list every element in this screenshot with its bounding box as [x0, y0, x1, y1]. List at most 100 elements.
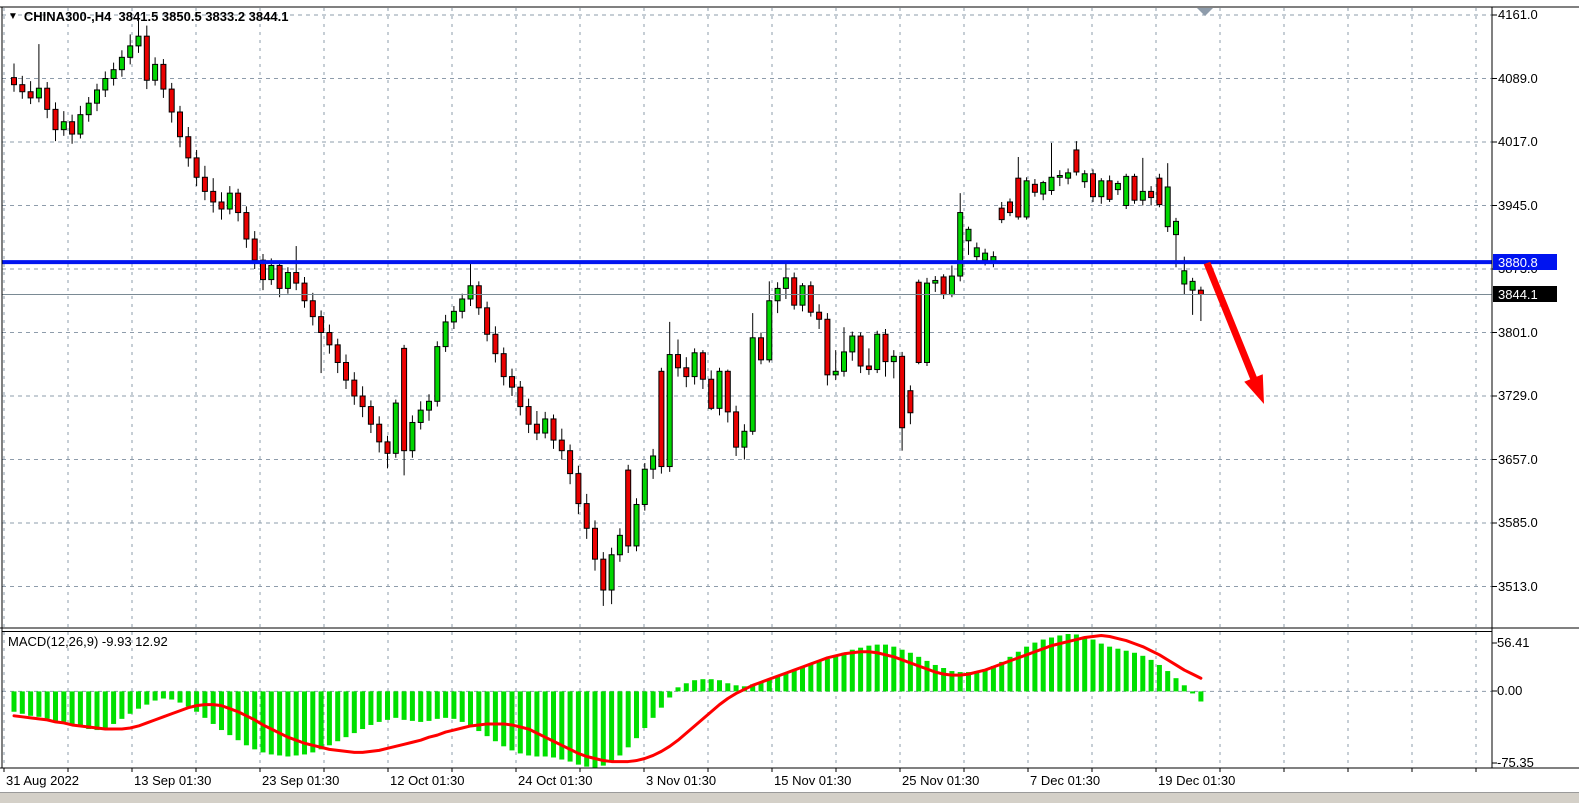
candle-bearish [401, 347, 408, 452]
macd-histogram-bar [816, 660, 822, 692]
candle-bearish [235, 192, 242, 214]
macd-histogram-bar [891, 646, 897, 692]
macd-histogram-bar [858, 647, 864, 692]
candle-bearish [1131, 175, 1138, 201]
macd-histogram-bar [1115, 648, 1121, 692]
candle-bearish [533, 423, 540, 434]
candle-bullish [1189, 280, 1196, 291]
macd-histogram-bar [982, 669, 988, 692]
chart-shift-marker-icon[interactable] [1197, 8, 1213, 16]
macd-histogram-bar [86, 691, 92, 730]
time-axis-label: 23 Sep 01:30 [262, 773, 340, 788]
candle-bullish [716, 370, 723, 409]
candle-bearish [658, 370, 665, 468]
candle-bullish [94, 89, 100, 104]
candle-bullish [135, 35, 142, 47]
macd-histogram-bar [243, 691, 249, 746]
macd-histogram-bar [924, 660, 930, 692]
candle-bullish [691, 352, 698, 378]
macd-histogram-bar [559, 691, 565, 760]
time-axis-label: 25 Nov 01:30 [902, 773, 980, 788]
candle-bullish [60, 121, 67, 131]
macd-histogram-bar [459, 691, 465, 722]
candle-bullish [77, 114, 84, 135]
candle-bearish [1197, 289, 1204, 295]
macd-histogram-bar [127, 691, 133, 714]
macd-histogram-bar [617, 691, 623, 756]
macd-histogram-bar [1190, 691, 1196, 694]
candle-bullish [841, 351, 847, 372]
candle-bullish [127, 45, 134, 58]
macd-histogram-bar [77, 691, 83, 726]
macd-axis-label: 0.00 [1497, 683, 1523, 698]
macd-histogram-bar [725, 683, 731, 692]
candle-bearish [1031, 183, 1038, 193]
macd-histogram-bar [160, 691, 166, 699]
macd-histogram-bar [575, 691, 581, 765]
price-axis-label: 3945.0 [1498, 197, 1538, 213]
macd-histogram-bar [44, 691, 50, 719]
candle-bearish [683, 367, 690, 378]
candle-bearish [733, 411, 740, 448]
candle-bearish [367, 406, 374, 425]
candle-bullish [459, 298, 466, 312]
candle-bullish [35, 87, 42, 99]
macd-histogram-bar [476, 691, 482, 732]
macd-histogram-bar [849, 649, 855, 692]
candle-bullish [1081, 173, 1088, 183]
macd-histogram-bar [1132, 652, 1137, 692]
chart-title-text: CHINA300-,H4 3841.5 3850.5 3833.2 3844.1 [23, 9, 289, 24]
macd-histogram-bar [1007, 656, 1013, 692]
candle-bearish [301, 282, 308, 302]
symbol-dropdown-icon[interactable]: ▼ [8, 10, 18, 22]
candle-bullish [633, 503, 640, 547]
macd-histogram-bar [700, 679, 706, 692]
candle-bullish [392, 402, 399, 454]
candle-bullish [741, 430, 748, 448]
candle-bullish [409, 421, 416, 452]
candle-bullish [965, 228, 972, 242]
macd-histogram-bar [335, 691, 341, 742]
candle-bullish [152, 63, 159, 81]
macd-histogram-bar [1024, 646, 1030, 692]
macd-histogram-bar [990, 665, 996, 692]
candle-bearish [525, 406, 532, 425]
price-axis-label: 3801.0 [1498, 324, 1538, 340]
candle-bearish [998, 207, 1005, 221]
macd-histogram-bar [434, 691, 440, 719]
candle-bullish [417, 409, 424, 423]
candle-bullish [1139, 190, 1146, 201]
macd-histogram-bar [758, 682, 764, 692]
candle-bullish [932, 279, 939, 284]
macd-histogram-bar [351, 691, 357, 734]
candle-bearish [27, 91, 34, 99]
macd-histogram-bar [625, 691, 631, 748]
time-axis-label: 15 Nov 01:30 [774, 773, 852, 788]
candle-bullish [666, 354, 673, 468]
macd-histogram-bar [783, 673, 789, 692]
macd-histogram-bar [584, 691, 590, 767]
macd-histogram-bar [824, 658, 830, 692]
macd-histogram-bar [808, 663, 814, 692]
macd-histogram-bar [177, 691, 183, 703]
macd-histogram-bar [509, 691, 515, 751]
macd-histogram-bar [634, 691, 639, 739]
time-axis-label: 24 Oct 01:30 [518, 773, 593, 788]
macd-histogram-bar [136, 691, 141, 709]
candle-bullish [782, 277, 789, 289]
macd-histogram-bar [534, 691, 540, 757]
resistance-hline[interactable] [2, 260, 1492, 265]
candle-bullish [849, 335, 856, 353]
candle-bearish [758, 337, 764, 361]
candle-bearish [1106, 180, 1113, 200]
candle-bullish [982, 252, 989, 261]
price-axis-label: 4089.0 [1498, 70, 1538, 86]
candle-bearish [11, 77, 17, 86]
candle-bearish [1148, 190, 1155, 199]
down-trend-arrow[interactable] [1203, 261, 1259, 385]
candle-bullish [1048, 176, 1055, 192]
macd-histogram-bar [1181, 685, 1187, 692]
macd-histogram-bar [1123, 650, 1129, 692]
macd-histogram-bar [1032, 642, 1038, 692]
